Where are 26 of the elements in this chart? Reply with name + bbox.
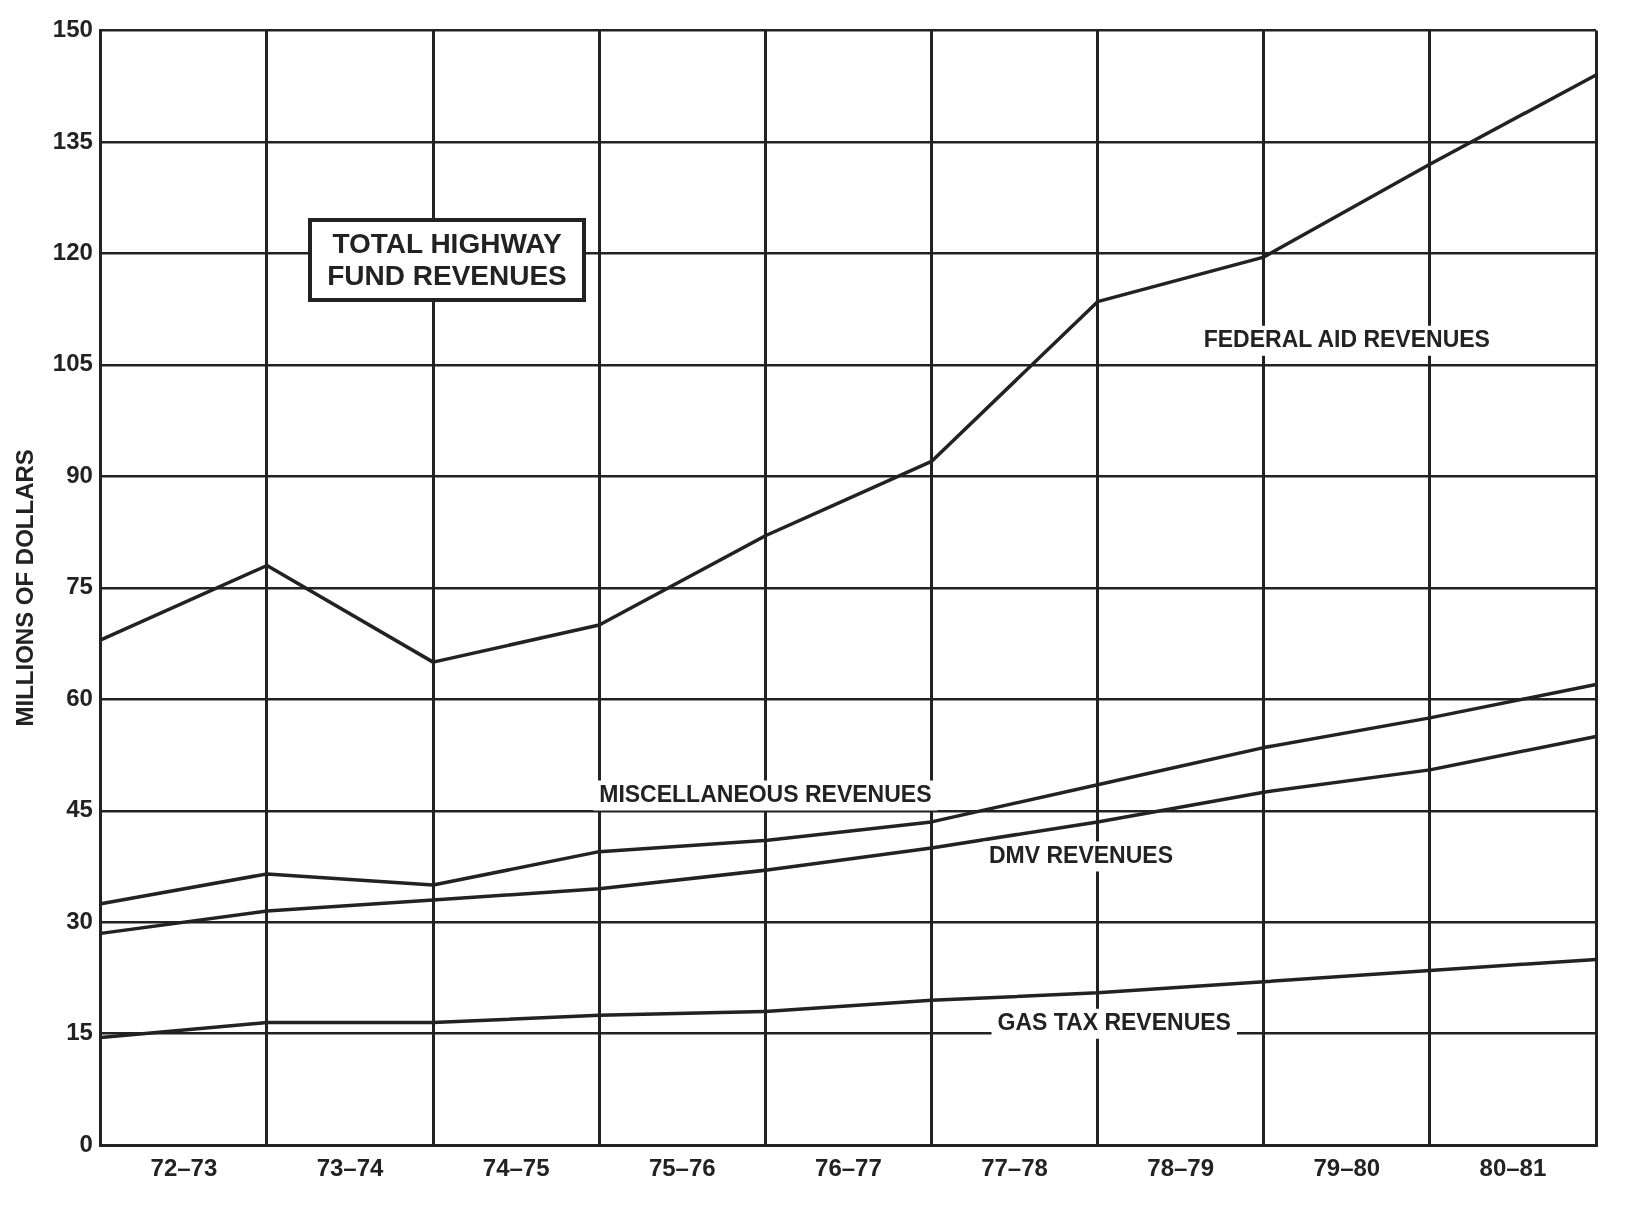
y-tick-label: 30 <box>66 906 93 934</box>
text: 75–76 <box>648 1153 716 1181</box>
y-tick-label: 120 <box>52 237 93 265</box>
text: TOTAL HIGHWAY FUND REVENUES <box>308 218 586 302</box>
series-label: MISCELLANEOUS REVENUES <box>599 780 932 807</box>
text: 76–77 <box>815 1153 882 1181</box>
text: 73–74 <box>316 1153 385 1181</box>
series-label: DMV REVENUES <box>988 841 1174 868</box>
y-tick-label: 90 <box>66 460 93 488</box>
y-tick-label: 75 <box>66 572 93 600</box>
text: 78–79 <box>1147 1153 1215 1181</box>
text: 77–78 <box>981 1153 1048 1181</box>
y-tick-label: 105 <box>52 349 93 377</box>
text: FEDERAL AID REVENUES <box>1203 325 1490 352</box>
y-tick-label: 45 <box>66 795 93 823</box>
y-tick-label: 150 <box>52 15 93 43</box>
y-tick-label: 0 <box>79 1129 93 1157</box>
y-tick-label: 60 <box>66 683 93 711</box>
text: 79–80 <box>1313 1153 1381 1181</box>
text: 72–73 <box>150 1153 218 1181</box>
series-label: GAS TAX REVENUES <box>997 1009 1231 1036</box>
text: 74–75 <box>482 1153 550 1181</box>
y-axis-title: MILLIONS OF DOLLARS <box>11 449 39 727</box>
y-tick-label: 135 <box>52 126 93 154</box>
text: 80–81 <box>1479 1153 1547 1181</box>
y-tick-label: 15 <box>66 1018 93 1046</box>
